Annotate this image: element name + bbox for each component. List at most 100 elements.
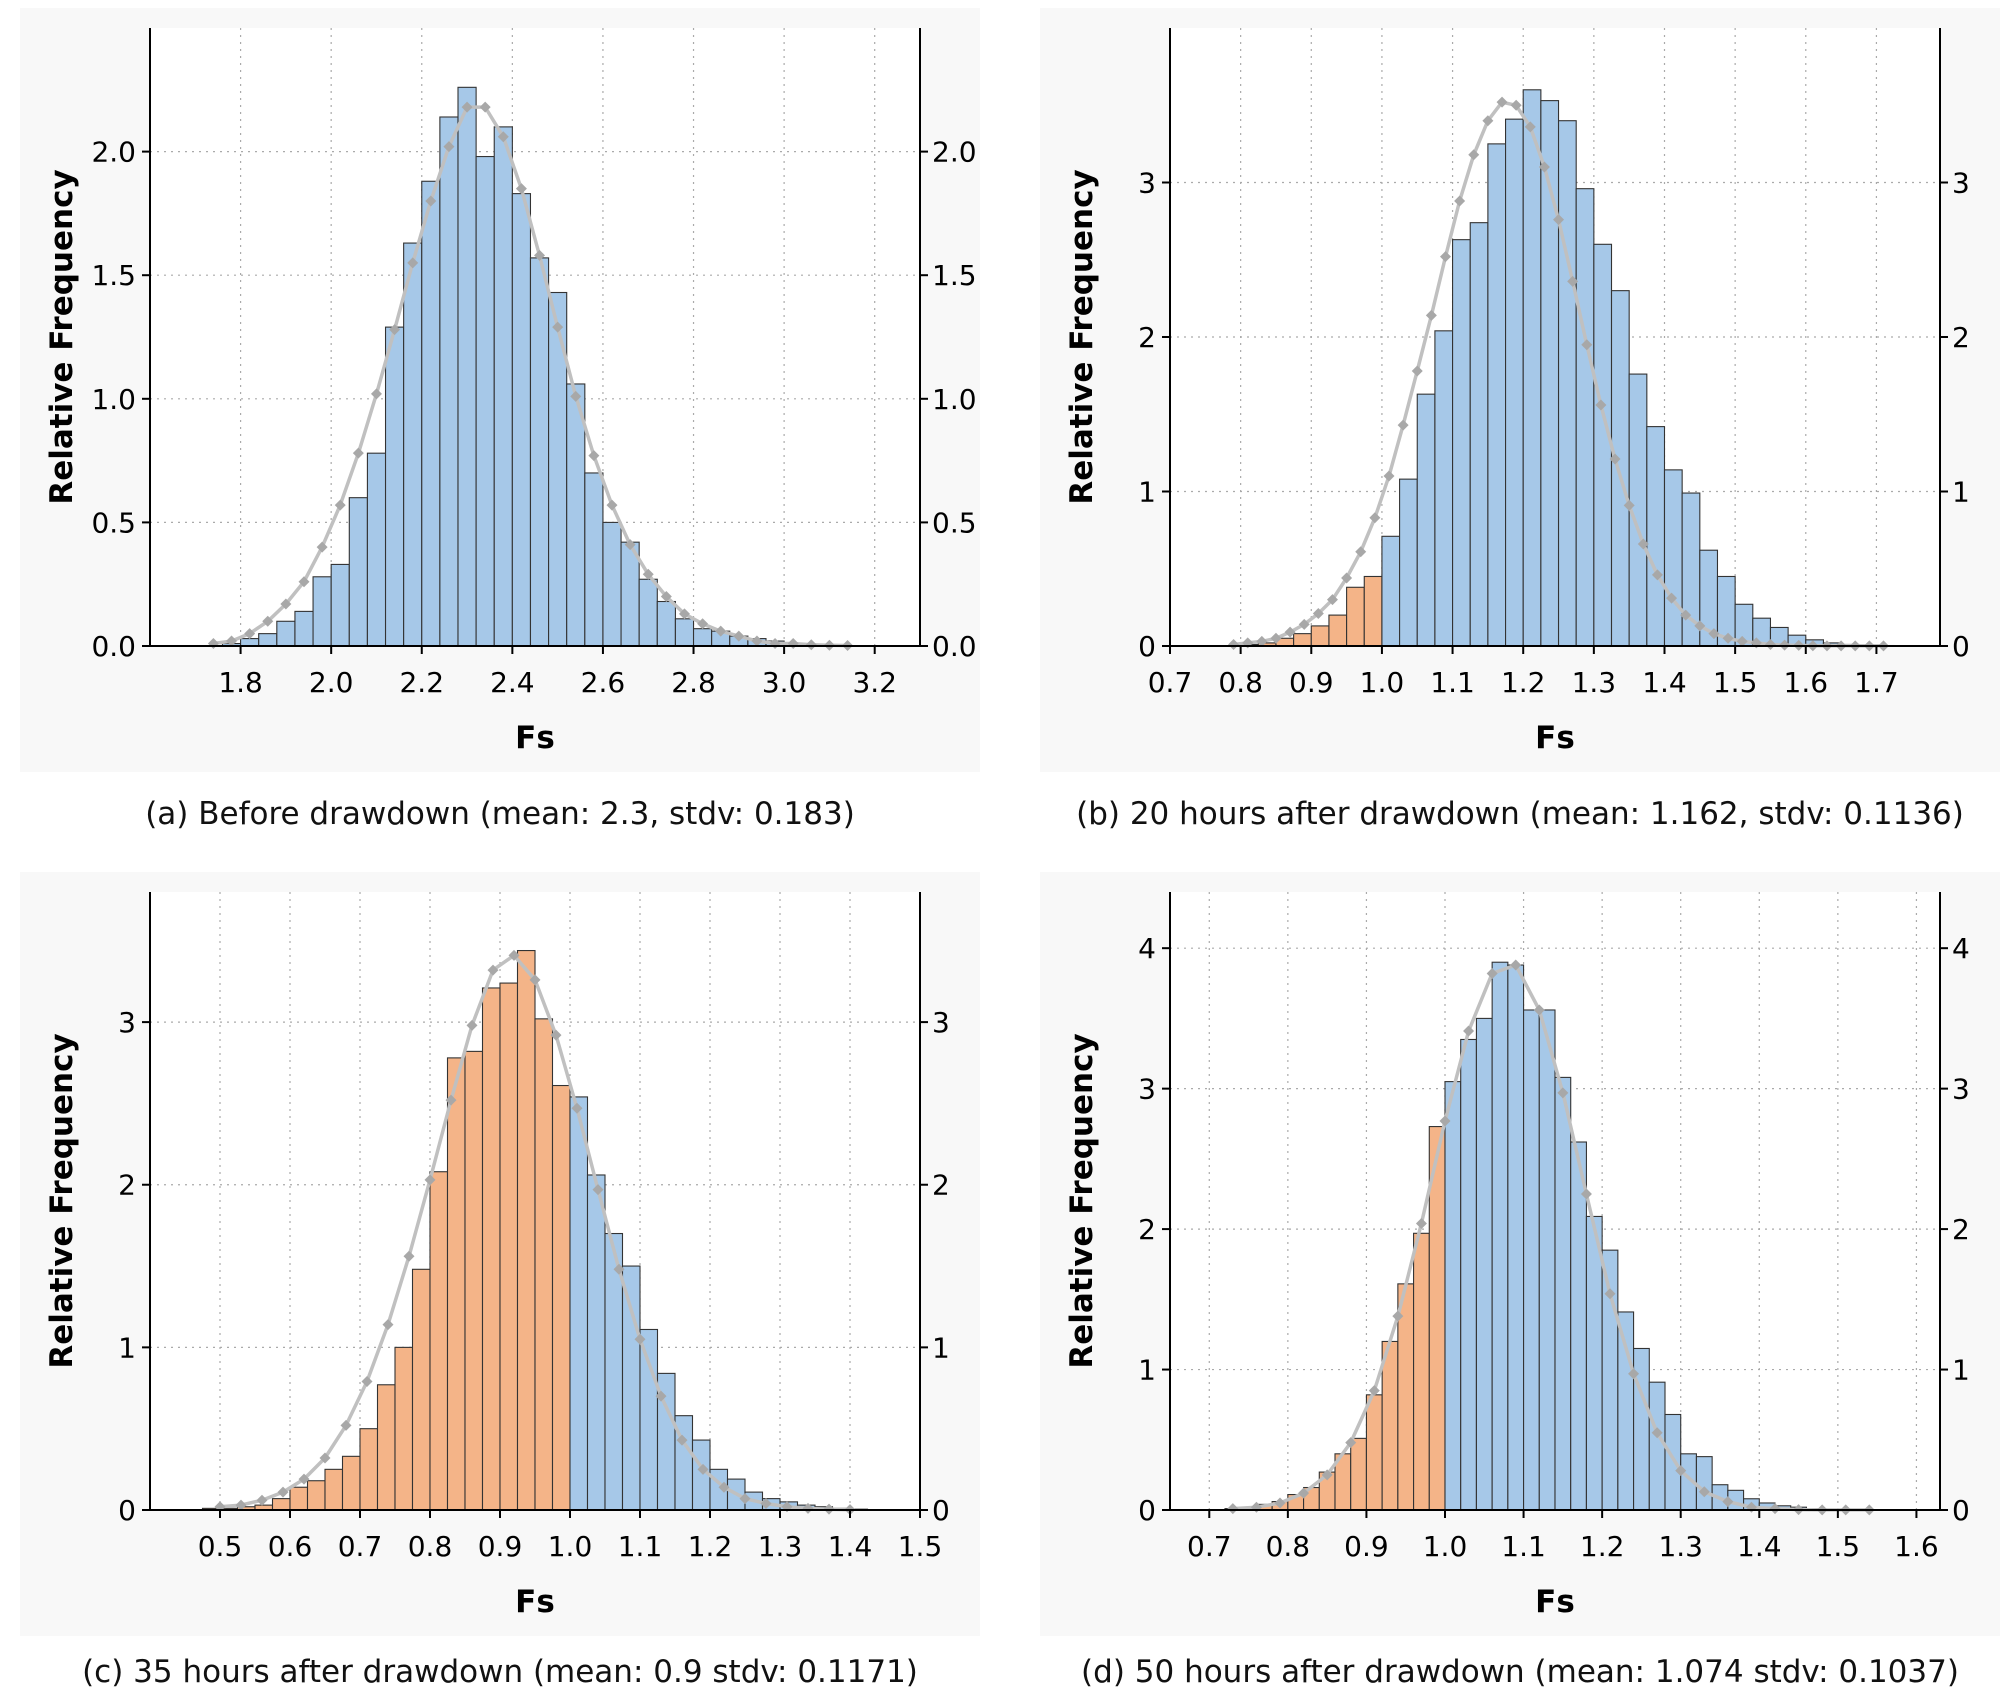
x-tick-label: 1.3: [1572, 666, 1617, 699]
histogram-bar: [465, 1051, 483, 1510]
histogram-bar: [413, 1269, 431, 1510]
x-tick-label: 1.4: [1642, 666, 1687, 699]
histogram-bar: [588, 1175, 606, 1510]
histogram-bar: [1461, 1039, 1477, 1510]
histogram-bar: [640, 1329, 658, 1510]
histogram-bar: [1382, 536, 1400, 646]
caption-c: (c) 35 hours after drawdown (mean: 0.9 s…: [20, 1654, 980, 1690]
x-tick-label: 1.0: [1423, 1530, 1468, 1563]
histogram-bar: [1435, 331, 1453, 646]
histogram-bar: [1311, 626, 1329, 646]
x-tick-label: 1.1: [618, 1530, 663, 1563]
histogram-bar: [518, 951, 536, 1510]
x-tick-label: 1.1: [1501, 1530, 1546, 1563]
y-tick-label-left: 2: [1138, 1213, 1156, 1246]
x-tick-label: 0.9: [478, 1530, 523, 1563]
y-tick-label-right: 0: [932, 1494, 950, 1527]
y-axis-label: Relative Frequency: [44, 169, 80, 504]
x-tick-label: 1.6: [1894, 1530, 1939, 1563]
y-tick-label-right: 1.5: [932, 259, 977, 292]
x-tick-label: 1.0: [1360, 666, 1405, 699]
caption-d: (d) 50 hours after drawdown (mean: 1.074…: [1040, 1654, 2000, 1690]
histogram-bar: [567, 384, 585, 646]
x-tick-label: 3.0: [762, 666, 807, 699]
x-axis-label: Fs: [515, 1584, 555, 1620]
histogram-bar: [386, 327, 404, 646]
x-tick-label: 0.8: [408, 1530, 453, 1563]
x-tick-label: 0.8: [1266, 1530, 1311, 1563]
y-tick-label-right: 2: [1952, 1213, 1970, 1246]
y-tick-label-left: 3: [118, 1006, 136, 1039]
y-tick-label-right: 0: [1952, 630, 1970, 663]
x-tick-label: 2.0: [309, 666, 354, 699]
x-tick-label: 0.7: [1148, 666, 1193, 699]
x-tick-label: 0.6: [268, 1530, 313, 1563]
histogram-bar: [1476, 1018, 1492, 1510]
y-tick-label-left: 0.5: [91, 506, 136, 539]
histogram-bar: [1364, 576, 1382, 646]
histogram-bar: [1649, 1382, 1665, 1510]
histogram-bar: [1555, 1077, 1571, 1510]
y-tick-label-left: 0: [1138, 630, 1156, 663]
histogram-bar: [530, 258, 548, 646]
x-tick-label: 1.5: [898, 1530, 943, 1563]
x-tick-label: 1.1: [1430, 666, 1475, 699]
histogram-bar: [1414, 1233, 1430, 1510]
y-tick-label-right: 0.0: [932, 630, 977, 663]
x-tick-label: 0.7: [338, 1530, 383, 1563]
caption-a: (a) Before drawdown (mean: 2.3, stdv: 0.…: [20, 796, 980, 832]
histogram-bar: [1294, 634, 1312, 646]
histogram-bar: [1400, 479, 1418, 646]
y-tick-label-right: 3: [1952, 1073, 1970, 1106]
y-tick-label-left: 1: [1138, 1354, 1156, 1387]
y-axis-label: Relative Frequency: [44, 1033, 80, 1368]
histogram-bar: [512, 194, 530, 646]
x-tick-label: 1.2: [1580, 1530, 1625, 1563]
y-tick-label-right: 1.0: [932, 383, 977, 416]
x-tick-label: 1.8: [218, 666, 263, 699]
histogram-bar: [1329, 615, 1347, 646]
x-tick-label: 1.2: [1501, 666, 1546, 699]
histogram-bar: [259, 634, 277, 646]
histogram-bar: [1664, 470, 1682, 646]
y-tick-label-right: 2: [1952, 321, 1970, 354]
histogram-bar: [1506, 119, 1524, 646]
histogram-bar: [295, 611, 313, 646]
histogram-bar: [1576, 189, 1594, 646]
histogram-bar: [378, 1385, 396, 1510]
histogram-bar: [1665, 1414, 1681, 1510]
histogram-bar: [553, 1086, 571, 1510]
histogram-bar: [273, 1499, 291, 1510]
histogram-bar: [1586, 1216, 1602, 1510]
x-tick-label: 0.9: [1344, 1530, 1389, 1563]
histogram-bar: [500, 983, 518, 1510]
histogram-bar: [1470, 223, 1488, 646]
histogram-bar: [1559, 121, 1577, 646]
histogram-bar: [603, 522, 621, 646]
y-tick-label-left: 2: [118, 1169, 136, 1202]
histogram-bar: [1366, 1395, 1382, 1510]
histogram-bar: [623, 1266, 641, 1510]
x-axis-label: Fs: [1535, 720, 1575, 756]
histogram-bar: [331, 564, 349, 646]
x-tick-label: 1.4: [1737, 1530, 1782, 1563]
y-tick-label-left: 0: [1138, 1494, 1156, 1527]
x-tick-label: 1.5: [1713, 666, 1758, 699]
histogram-bar: [360, 1429, 378, 1510]
x-axis-label: Fs: [1535, 1584, 1575, 1620]
y-axis-label: Relative Frequency: [1064, 1033, 1100, 1368]
x-tick-label: 1.2: [688, 1530, 733, 1563]
y-tick-label-left: 3: [1138, 167, 1156, 200]
y-axis-label: Relative Frequency: [1064, 169, 1100, 504]
y-tick-label-right: 4: [1952, 932, 1970, 965]
histogram-bar: [1612, 291, 1630, 646]
y-tick-label-left: 1: [118, 1331, 136, 1364]
histogram-bar: [422, 181, 440, 646]
histogram-bar: [483, 988, 501, 1510]
x-tick-label: 2.8: [671, 666, 716, 699]
